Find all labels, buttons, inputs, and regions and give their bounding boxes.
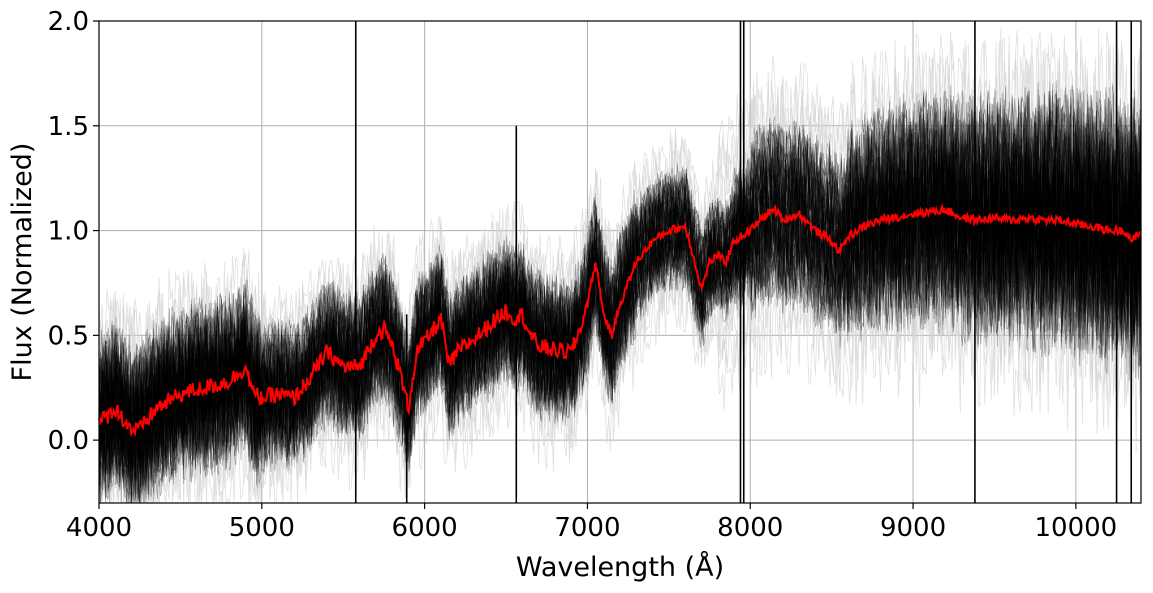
y-tick-label: 1.5 bbox=[48, 112, 89, 142]
x-tick-label: 6000 bbox=[392, 513, 458, 543]
spectrum-line bbox=[98, 156, 1142, 482]
spectrum-line bbox=[98, 152, 1142, 485]
spectrum-line bbox=[98, 101, 1142, 454]
x-axis-ticks: 4000 5000 6000 7000 8000 9000 10000 bbox=[66, 503, 1117, 543]
x-tick-label: 4000 bbox=[66, 513, 132, 543]
y-tick-label: 0.0 bbox=[48, 426, 89, 456]
spectrum-line bbox=[98, 103, 1142, 450]
spectrum-line bbox=[98, 104, 1142, 457]
spectrum-line bbox=[98, 106, 1142, 466]
spectrum-line bbox=[98, 172, 1142, 504]
faint-spectrum bbox=[98, 200, 1142, 504]
y-axis-label: Flux (Normalized) bbox=[7, 143, 38, 382]
y-tick-label: 1.0 bbox=[48, 217, 89, 247]
spectrum-line bbox=[98, 87, 1142, 450]
spectrum-line bbox=[98, 89, 1142, 448]
spectrum-line bbox=[98, 102, 1142, 464]
x-axis-label: Wavelength (Å) bbox=[516, 551, 724, 583]
spectrum-line bbox=[98, 94, 1142, 457]
spectrum-line bbox=[98, 108, 1142, 461]
spectrum-line bbox=[98, 122, 1142, 471]
spectrum-line bbox=[98, 191, 1142, 504]
x-tick-label: 8000 bbox=[717, 513, 783, 543]
individual-spectra bbox=[98, 21, 1142, 505]
spectrum-line bbox=[98, 82, 1142, 452]
spectrum-line bbox=[98, 135, 1142, 479]
faint-spectrum bbox=[98, 35, 1142, 426]
spectrum-line bbox=[98, 172, 1142, 504]
spectrum-line bbox=[98, 195, 1142, 504]
spectrum-line bbox=[98, 181, 1142, 504]
y-tick-label: 0.5 bbox=[48, 321, 89, 351]
spectrum-line bbox=[98, 88, 1142, 452]
spectrum-line bbox=[98, 116, 1142, 472]
plot-frame bbox=[98, 20, 1142, 504]
y-axis-ticks: 0.0 0.5 1.0 1.5 2.0 bbox=[48, 7, 99, 456]
spectrum-line bbox=[98, 135, 1142, 472]
spectrum-line bbox=[98, 128, 1142, 473]
spectrum-line bbox=[98, 121, 1142, 472]
spectrum-line bbox=[98, 182, 1142, 504]
spectrum-line bbox=[98, 187, 1142, 501]
spectrum-line bbox=[98, 106, 1142, 459]
x-tick-label: 7000 bbox=[554, 513, 620, 543]
spectrum-line bbox=[98, 191, 1142, 504]
spectrum-line bbox=[98, 164, 1142, 492]
y-tick-label: 2.0 bbox=[48, 7, 89, 37]
spectrum-line bbox=[98, 115, 1142, 468]
spectrum-line bbox=[98, 173, 1142, 500]
x-tick-label: 10000 bbox=[1035, 513, 1118, 543]
spectrum-line bbox=[98, 145, 1142, 482]
spectrum-line bbox=[98, 181, 1142, 504]
faint-spectrum bbox=[98, 45, 1142, 430]
faint-spectrum bbox=[98, 147, 1142, 501]
spectrum-line bbox=[98, 155, 1142, 496]
x-tick-label: 5000 bbox=[229, 513, 295, 543]
spectrum-line bbox=[98, 87, 1142, 439]
mean-spectrum-layer bbox=[98, 202, 1142, 438]
spectrum-line bbox=[98, 151, 1142, 480]
spectrum-line bbox=[98, 89, 1142, 432]
mean-spectrum-line bbox=[98, 202, 1142, 438]
spectrum-line bbox=[98, 94, 1142, 458]
x-tick-label: 9000 bbox=[880, 513, 946, 543]
spectrum-line bbox=[98, 149, 1142, 476]
